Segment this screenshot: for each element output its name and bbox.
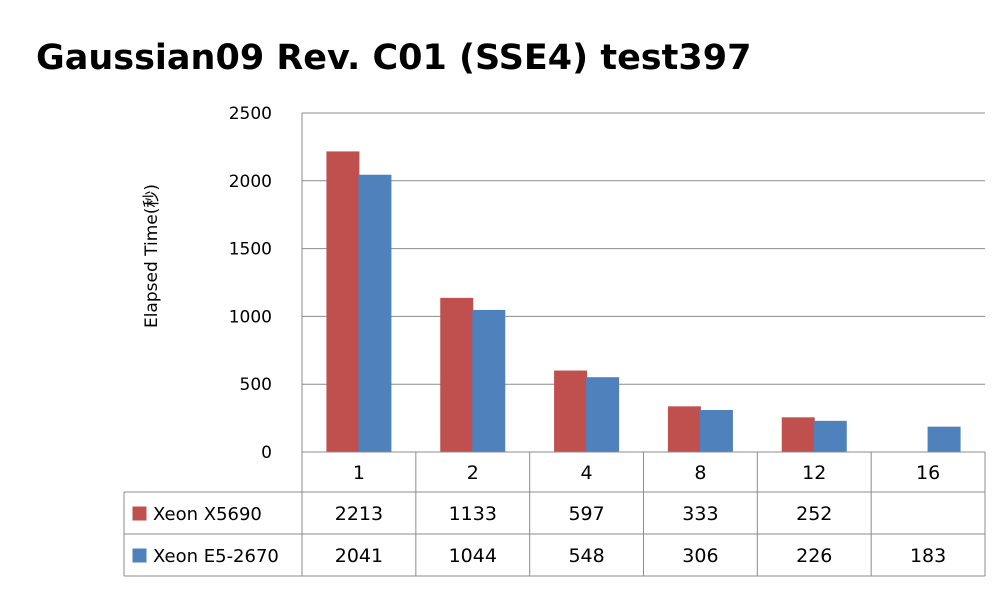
- y-tick-label: 1000: [229, 307, 272, 327]
- bar: [667, 406, 701, 453]
- x-tick-label: 12: [802, 462, 826, 484]
- y-tick-label: 1500: [229, 240, 272, 260]
- y-tick-label: 2000: [229, 172, 272, 192]
- data-value-label: 2041: [335, 545, 383, 567]
- x-tick-label: 8: [694, 462, 706, 484]
- data-value-label: 1044: [449, 545, 497, 567]
- bar: [927, 426, 961, 453]
- bar: [358, 174, 392, 453]
- legend-swatch: [132, 548, 147, 563]
- y-axis-label: Elapsed Time(秒): [142, 184, 162, 328]
- data-value-label: 2213: [335, 503, 383, 525]
- data-value-label: 306: [682, 545, 718, 567]
- legend-label: Xeon E5-2670: [153, 546, 279, 567]
- y-tick-labels: 0 500 1000 1500 2000 2500: [229, 104, 272, 463]
- x-tick-label: 2: [467, 462, 479, 484]
- bar: [586, 377, 620, 453]
- data-value-label: 548: [568, 545, 604, 567]
- y-tick-label: 500: [240, 375, 272, 395]
- bars: [326, 151, 961, 453]
- data-value-label: 333: [682, 503, 718, 525]
- bar: [813, 420, 847, 453]
- bar: [781, 417, 815, 453]
- bar: [554, 370, 588, 453]
- bar: [440, 297, 474, 453]
- data-value-label: 597: [568, 503, 604, 525]
- x-tick-label: 1: [353, 462, 365, 484]
- data-value-label: 183: [910, 545, 946, 567]
- chart-title: Gaussian09 Rev. C01 (SSE4) test397: [36, 38, 751, 78]
- bar: [326, 151, 360, 453]
- bar: [472, 309, 506, 453]
- data-value-label: 1133: [449, 503, 497, 525]
- data-value-label: 252: [796, 503, 832, 525]
- y-tick-label: 0: [261, 443, 272, 463]
- x-tick-label: 16: [916, 462, 940, 484]
- data-value-label: 226: [796, 545, 832, 567]
- legend-swatch: [132, 506, 147, 521]
- gridlines: [301, 112, 985, 453]
- y-tick-label: 2500: [229, 104, 272, 124]
- x-tick-label: 4: [581, 462, 593, 484]
- bar: [699, 410, 733, 453]
- legend-label: Xeon X5690: [153, 504, 262, 525]
